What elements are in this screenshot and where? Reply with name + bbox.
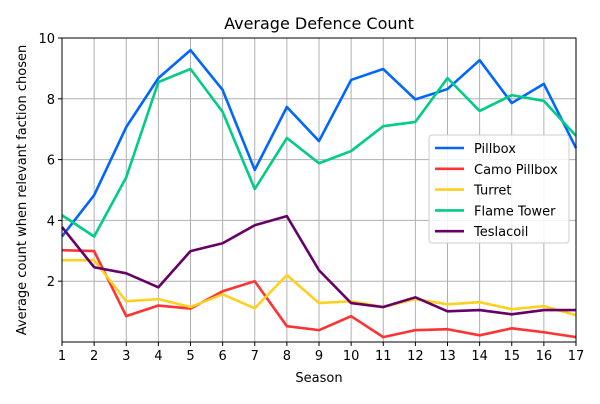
y-tick-label: 2 <box>47 275 55 290</box>
x-tick-label: 3 <box>122 349 130 364</box>
chart-title: Average Defence Count <box>224 14 414 33</box>
legend-box <box>428 134 570 244</box>
legend: Pillbox Camo Pillbox Turret Flame Tower Tesl… <box>428 134 570 244</box>
legend-label: Pillbox <box>474 142 516 157</box>
x-tick-label: 13 <box>439 349 456 364</box>
x-tick-label: 16 <box>536 349 553 364</box>
legend-label: Teslacoil <box>473 225 528 240</box>
x-tick-label: 15 <box>503 349 520 364</box>
x-tick-label: 2 <box>90 349 98 364</box>
legend-label: Turret <box>473 184 511 199</box>
x-tick-label: 17 <box>568 349 585 364</box>
x-tick-label: 6 <box>218 349 226 364</box>
series-line-turret <box>62 258 577 317</box>
series-line-flame-tower <box>61 67 577 238</box>
series-line-pillbox <box>60 48 578 238</box>
x-tick-label: 8 <box>283 349 291 364</box>
x-tick-label: 14 <box>471 349 488 364</box>
legend-label: Camo Pillbox <box>474 163 558 178</box>
y-tick-label: 8 <box>47 93 55 108</box>
x-tick-label: 10 <box>343 349 360 364</box>
x-tick-label: 4 <box>154 349 162 364</box>
x-tick-label: 11 <box>375 349 392 364</box>
series-lines <box>60 48 578 339</box>
x-tick-label: 9 <box>315 349 323 364</box>
x-tick-label: 7 <box>251 349 259 364</box>
x-tick-label: 5 <box>186 349 194 364</box>
x-axis-ticks: 1 2 3 4 5 6 7 8 9 10 11 12 13 14 15 16 17 <box>58 342 584 364</box>
legend-label: Flame Tower <box>474 204 556 219</box>
x-axis-label: Season <box>295 371 342 386</box>
x-tick-label: 1 <box>58 349 66 364</box>
y-axis-ticks: 2 4 6 8 10 <box>38 32 62 290</box>
y-tick-label: 6 <box>47 154 55 169</box>
series-line-camo-pillbox <box>61 248 577 339</box>
series-line-teslacoil <box>60 214 576 316</box>
y-tick-label: 4 <box>47 214 55 229</box>
x-tick-label: 12 <box>407 349 424 364</box>
y-axis-label: Average count when relevant faction chos… <box>15 45 30 335</box>
y-tick-label: 10 <box>38 32 55 47</box>
